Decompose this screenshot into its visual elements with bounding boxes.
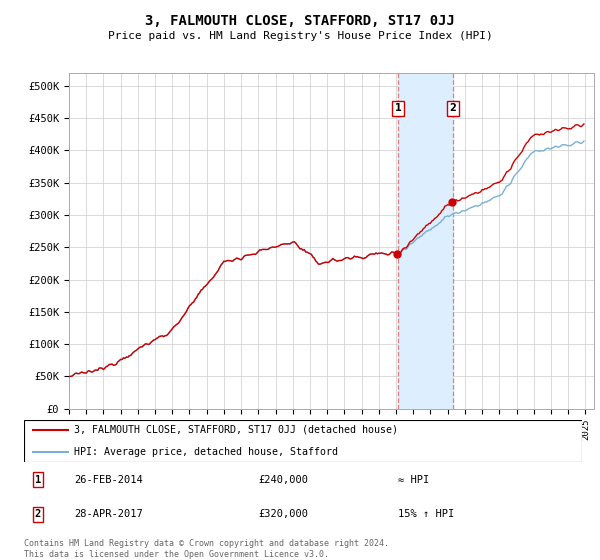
FancyBboxPatch shape [24,420,582,462]
Text: 28-APR-2017: 28-APR-2017 [74,510,143,519]
Text: 2: 2 [449,104,456,113]
Text: Contains HM Land Registry data © Crown copyright and database right 2024.
This d: Contains HM Land Registry data © Crown c… [24,539,389,559]
Text: £240,000: £240,000 [259,475,308,484]
Text: HPI: Average price, detached house, Stafford: HPI: Average price, detached house, Staf… [74,447,338,458]
Text: 2: 2 [35,510,41,519]
Text: £320,000: £320,000 [259,510,308,519]
Text: 1: 1 [395,104,401,113]
Text: 3, FALMOUTH CLOSE, STAFFORD, ST17 0JJ (detached house): 3, FALMOUTH CLOSE, STAFFORD, ST17 0JJ (d… [74,424,398,435]
Bar [398,73,452,409]
Text: 15% ↑ HPI: 15% ↑ HPI [398,510,454,519]
Text: Price paid vs. HM Land Registry's House Price Index (HPI): Price paid vs. HM Land Registry's House … [107,31,493,41]
Text: 26-FEB-2014: 26-FEB-2014 [74,475,143,484]
Text: ≈ HPI: ≈ HPI [398,475,429,484]
Text: 3, FALMOUTH CLOSE, STAFFORD, ST17 0JJ: 3, FALMOUTH CLOSE, STAFFORD, ST17 0JJ [145,14,455,28]
Text: 1: 1 [35,475,41,484]
